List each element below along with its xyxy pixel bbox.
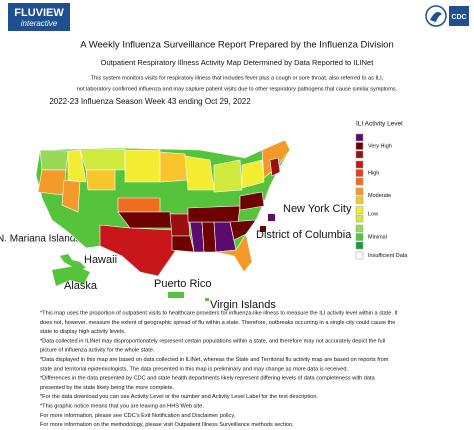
state-region (239, 191, 265, 211)
state-region (159, 151, 189, 183)
state-region (201, 221, 217, 253)
footnote: does not, however, measure the extent of… (40, 320, 395, 326)
legend: Very High High Moderate Low Minimal Insuffici… (355, 133, 408, 260)
footnote: presented by the state likely being the … (40, 385, 174, 391)
legend-label: Moderate (368, 193, 391, 199)
footnote: *Differences in the data presented by CD… (40, 376, 376, 382)
footnote: For more information on the methodology,… (40, 422, 294, 428)
description: not laboratory confirmed influenza and m… (77, 86, 398, 92)
territory-label: District of Columbia (256, 229, 352, 241)
hhs-eagle (430, 12, 442, 22)
state-region (85, 169, 116, 191)
state-region (39, 149, 69, 171)
legend-title: ILI Activity Level (356, 121, 403, 128)
footnote: *Data collected in ILINet may disproport… (40, 338, 385, 344)
hawaii-shape (60, 254, 86, 270)
legend-swatch (355, 133, 364, 142)
us-map: N. Mariana Islands Hawaii Alaska (0, 139, 352, 311)
legend-swatch (355, 196, 364, 204)
footnotes: *This map uses the proportion of outpati… (40, 310, 398, 428)
title: A Weekly Influenza Surveillance Report P… (80, 40, 394, 51)
logo-bg (8, 3, 70, 31)
legend-swatch (355, 206, 364, 214)
cdc-text: CDC (451, 14, 466, 21)
legend-swatch (355, 251, 364, 260)
legend-swatch (355, 142, 364, 150)
legend-swatch (355, 160, 364, 169)
territory-label: N. Mariana Islands (0, 234, 80, 245)
nyc-marker (268, 214, 275, 221)
state-region (61, 179, 81, 213)
territory-label: Hawaii (84, 254, 117, 266)
state-region (241, 159, 265, 189)
cdc-box (449, 6, 469, 26)
description: This system monitors visits for respirat… (91, 75, 384, 81)
logo-text: FLUVIEW (14, 7, 64, 19)
footnote: *For the data download you can use Activ… (40, 394, 318, 400)
state-region (67, 149, 87, 183)
territory-label: Alaska (64, 280, 98, 292)
pr-shape (168, 292, 184, 298)
legend-label: Insufficient Data (368, 253, 408, 259)
state-region (215, 233, 253, 273)
legend-swatch (355, 233, 364, 241)
territory-label: Virgin Islands (210, 299, 276, 311)
state-region (99, 224, 177, 277)
footnote: For more information, please see CDC's E… (40, 413, 236, 419)
vi-shape (205, 298, 209, 301)
state-region (184, 155, 215, 191)
state-region (79, 148, 126, 171)
footnote: picture of influenza activity for the wh… (40, 348, 155, 354)
legend-swatch (355, 224, 364, 233)
footnote: *This graphic notice means that you are … (40, 403, 204, 409)
territory-label: Puerto Rico (154, 278, 211, 290)
state-region (213, 159, 243, 193)
state-region (171, 235, 195, 253)
footnote: *This map uses the proportion of outpati… (40, 310, 398, 316)
cdc-logo[interactable]: CDC (425, 5, 469, 27)
footnote: state and territorial epidemiologists. T… (40, 366, 348, 372)
legend-label: Minimal (368, 234, 387, 240)
state-region (124, 149, 161, 183)
state-region (169, 213, 191, 237)
legend-swatch (355, 214, 364, 223)
state-region (117, 197, 161, 213)
territory-label: New York City (283, 203, 352, 215)
state-region (187, 205, 241, 223)
state-region (37, 169, 67, 196)
legend-swatch (355, 241, 364, 250)
legend-label: High (368, 170, 379, 176)
legend-label: Very High (368, 143, 392, 149)
legend-swatch (355, 150, 364, 159)
legend-label: Low (368, 212, 378, 218)
legend-swatch (355, 169, 364, 177)
footnote: state to display high activity levels. (40, 329, 126, 335)
logo-sub: interactive (21, 19, 58, 28)
footnote: *Data displayed in this map are based on… (40, 357, 389, 363)
alaska-shape (52, 266, 90, 286)
dc-marker (260, 226, 266, 232)
legend-swatch (355, 177, 364, 186)
subtitle: Outpatient Respiratory Illness Activity … (101, 58, 375, 67)
state-region (269, 157, 281, 177)
week: 2022-23 Influenza Season Week 43 ending … (49, 97, 251, 106)
fluview-logo[interactable]: FLUVIEW interactive (8, 3, 70, 31)
legend-swatch (355, 187, 364, 196)
